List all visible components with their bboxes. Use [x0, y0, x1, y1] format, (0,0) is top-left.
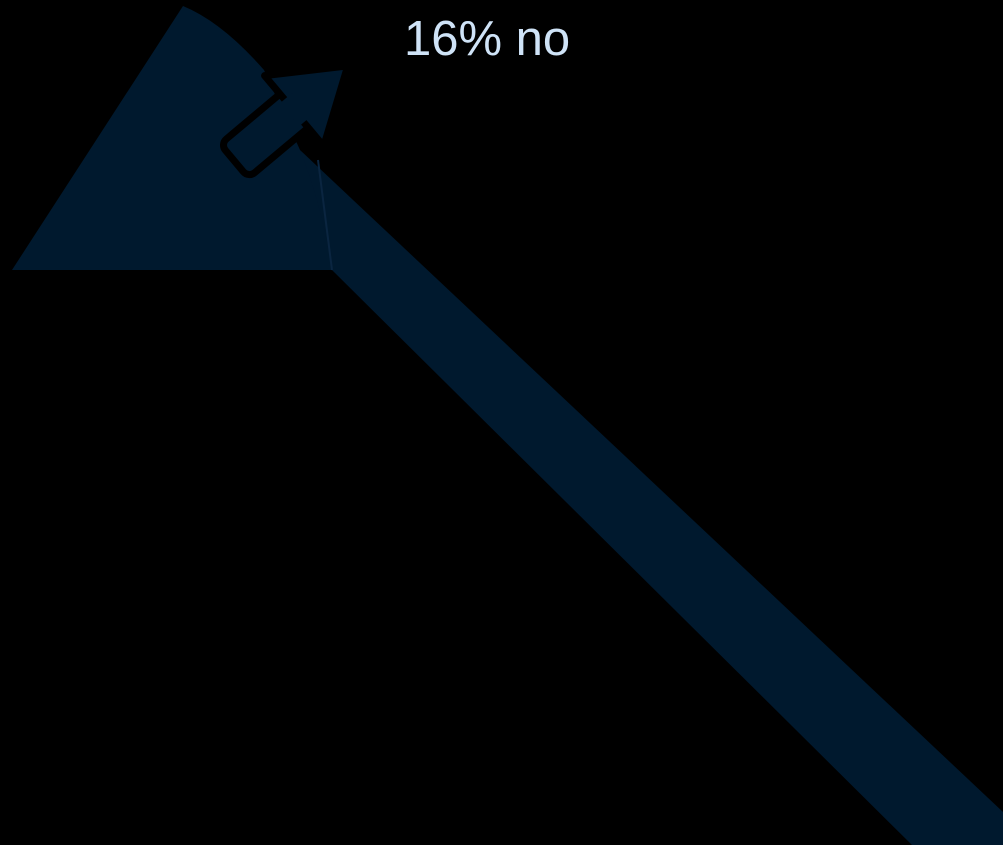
- wedge-slice: [12, 6, 332, 270]
- wedge-edge: [317, 159, 333, 271]
- pull-out-arrow-icon: [220, 62, 352, 179]
- slice-percent-label: 16% no: [404, 12, 571, 66]
- diagonal-band: [300, 150, 1003, 845]
